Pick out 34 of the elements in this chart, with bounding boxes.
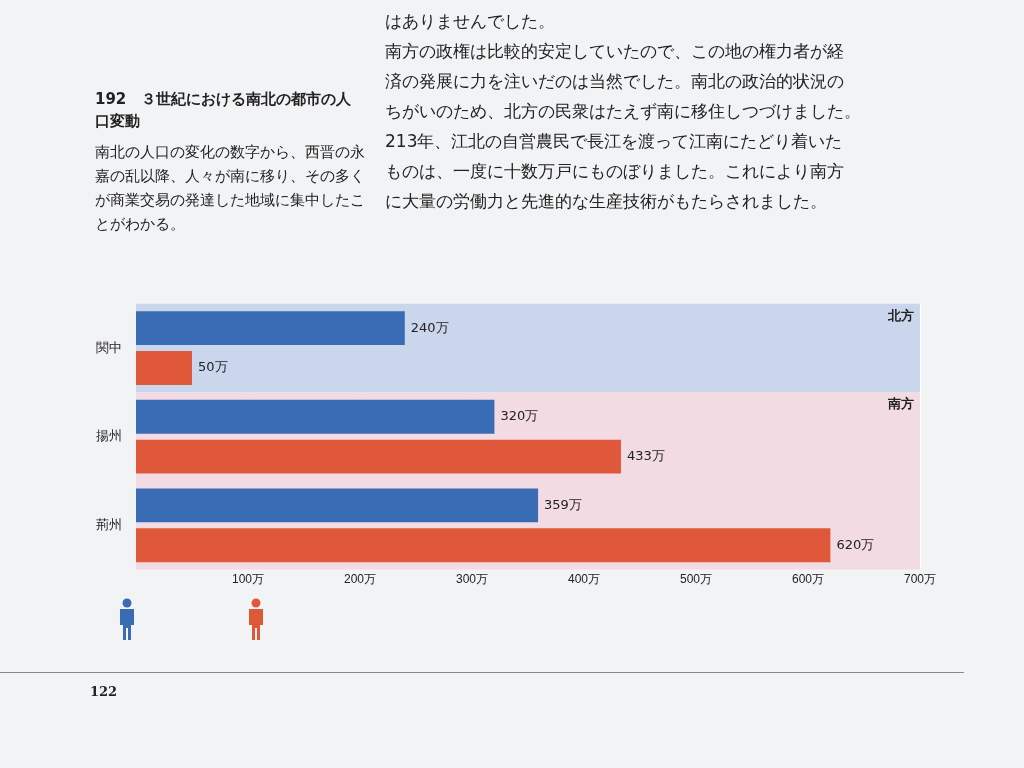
data-label: 433万 bbox=[626, 448, 665, 464]
text: 213年、江北の自営農民で長江を渡って江南にたどり着いた bbox=[385, 130, 844, 153]
bar bbox=[136, 488, 539, 523]
text: 南方の政権は比較的安定していたので、この地の権力者が経 bbox=[385, 40, 845, 63]
chart-subtitle: 南北の人口の変化の数字から、西晋の永嘉の乱以降、人々が南に移り、その多くが商業交易の発達した地域に集中したことがわかる。 bbox=[95, 142, 365, 235]
y-tick-label: 関中 bbox=[96, 339, 122, 355]
data-label: 240万 bbox=[410, 319, 449, 335]
x-tick-label: 500万 bbox=[679, 572, 713, 587]
text: はありませんでした。 bbox=[385, 10, 556, 33]
text: ものは、一度に十数万戸にものぼりました。これにより南方 bbox=[385, 160, 845, 183]
text: 122 bbox=[90, 684, 118, 699]
bar bbox=[136, 311, 405, 346]
text: 済の発展に力を注いだのは当然でした。南北の政治的状況の bbox=[385, 70, 845, 93]
bar bbox=[136, 351, 192, 385]
text: ちがいのため、北方の民衆はたえず南に移住しつづけました。 bbox=[385, 100, 862, 123]
bar bbox=[136, 439, 621, 474]
bar bbox=[136, 528, 831, 563]
text: に大量の労働力と先進的な生産技術がもたらされました。 bbox=[385, 190, 828, 213]
band-label: 南方 bbox=[887, 396, 914, 412]
x-tick-label: 600万 bbox=[791, 572, 825, 587]
x-tick-label: 300万 bbox=[455, 572, 489, 587]
chart-title: 192 ３世紀における南北の都市の人口変動 bbox=[95, 89, 353, 132]
data-label: 620万 bbox=[836, 536, 875, 552]
data-label: 50万 bbox=[198, 359, 228, 375]
x-tick-label: 400万 bbox=[567, 572, 601, 587]
bar bbox=[136, 399, 495, 434]
x-tick-label: 700万 bbox=[903, 572, 937, 587]
x-tick-label: 200万 bbox=[343, 572, 377, 587]
y-tick-label: 荊州 bbox=[96, 516, 122, 532]
band-label: 北方 bbox=[887, 307, 914, 323]
data-label: 320万 bbox=[500, 408, 539, 424]
data-label: 359万 bbox=[544, 496, 582, 512]
y-tick-label: 揚州 bbox=[96, 428, 122, 444]
x-tick-label: 100万 bbox=[231, 572, 265, 587]
